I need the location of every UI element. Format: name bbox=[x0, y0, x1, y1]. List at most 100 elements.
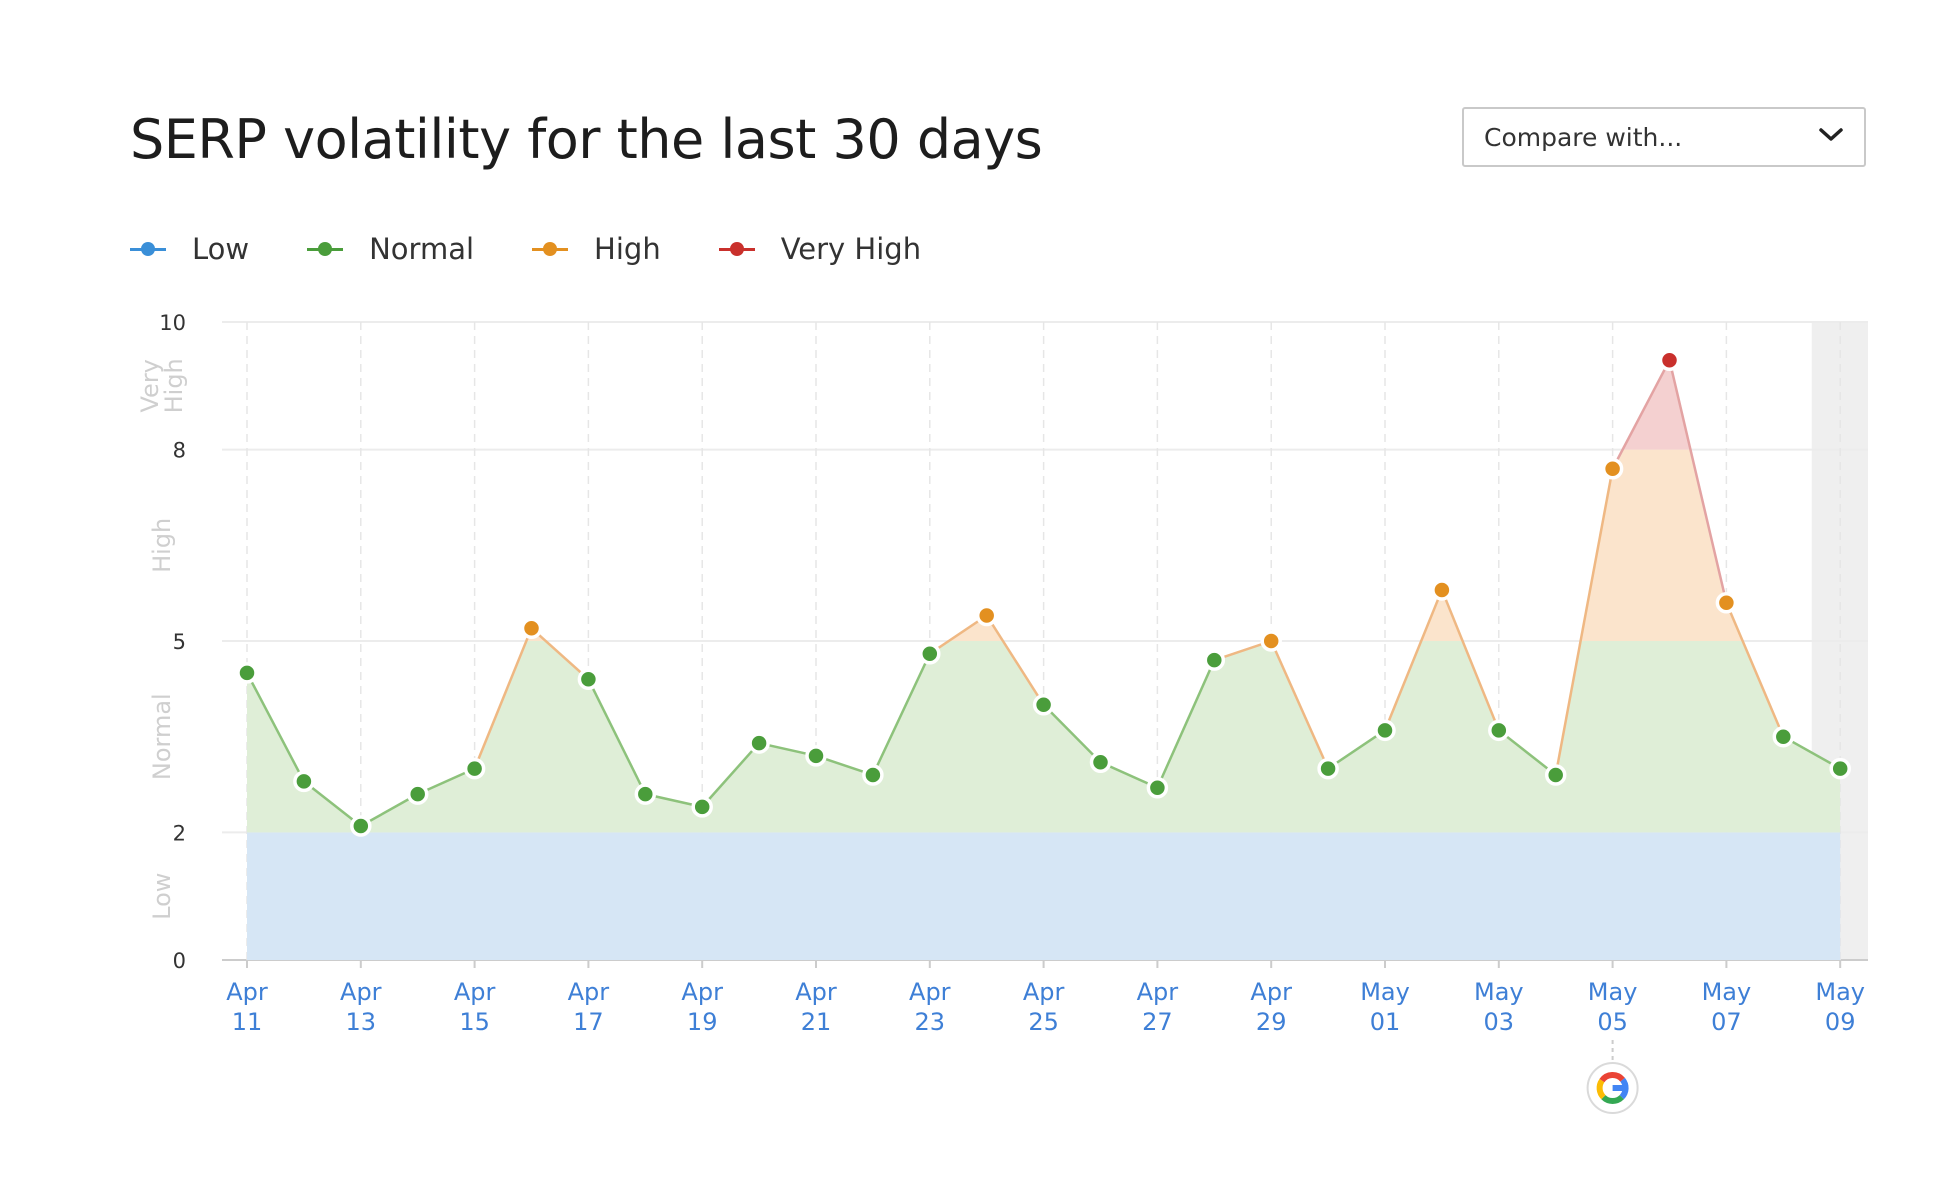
series-line-segment bbox=[360, 793, 419, 828]
x-tick-label: Apr bbox=[226, 978, 268, 1006]
legend-marker-very-high-icon bbox=[718, 242, 755, 256]
series-line-segment bbox=[1042, 703, 1102, 764]
y-band-label: High bbox=[148, 518, 176, 573]
series-line-segment bbox=[530, 627, 590, 681]
band-area-normal bbox=[247, 641, 1841, 833]
y-band-label: Very bbox=[136, 359, 164, 412]
x-tick-label: May bbox=[1360, 978, 1410, 1006]
legend-label-normal: Normal bbox=[369, 232, 475, 266]
y-band-label: Normal bbox=[148, 693, 176, 780]
y-tick-label: 5 bbox=[173, 630, 186, 654]
y-band-label: Low bbox=[148, 873, 176, 920]
legend-item-high[interactable]: High bbox=[532, 232, 661, 266]
x-tick-label: 21 bbox=[801, 1008, 832, 1036]
data-point bbox=[236, 662, 258, 684]
data-point bbox=[1431, 579, 1453, 601]
data-point bbox=[1829, 757, 1851, 780]
series-line-segment bbox=[303, 780, 362, 828]
legend-label-high: High bbox=[594, 232, 661, 266]
series-line-segment bbox=[1611, 359, 1671, 470]
data-point bbox=[1089, 751, 1112, 773]
x-tick-label: Apr bbox=[340, 978, 382, 1006]
series-line-segment bbox=[985, 614, 1045, 706]
x-tick-label: Apr bbox=[1137, 978, 1179, 1006]
x-tick-label: 29 bbox=[1256, 1008, 1287, 1036]
legend-label-very-high: Very High bbox=[780, 232, 922, 266]
x-tick-label: 25 bbox=[1028, 1008, 1059, 1036]
data-point bbox=[1715, 591, 1738, 614]
series-line-segment bbox=[1383, 589, 1444, 731]
series-line-segment bbox=[1440, 589, 1500, 731]
chart-title: SERP volatility for the last 30 days bbox=[130, 108, 1043, 171]
compare-with-dropdown[interactable]: Compare with... bbox=[1462, 107, 1866, 167]
data-point bbox=[520, 617, 543, 639]
data-point bbox=[1032, 694, 1055, 716]
x-tick-label: 15 bbox=[459, 1008, 490, 1036]
series-line-segment bbox=[1782, 735, 1841, 770]
google-icon[interactable] bbox=[1586, 1062, 1639, 1114]
x-tick-label: May bbox=[1815, 978, 1865, 1006]
x-tick-label: Apr bbox=[909, 978, 951, 1006]
series-line-segment bbox=[1725, 602, 1785, 738]
series-line-segment bbox=[1554, 468, 1614, 776]
y-tick-label: 0 bbox=[173, 949, 186, 973]
series-line-segment bbox=[701, 742, 761, 808]
data-point bbox=[293, 770, 315, 793]
y-tick-label: 10 bbox=[159, 311, 186, 335]
x-tick-label: May bbox=[1474, 978, 1524, 1006]
y-tick-label: 2 bbox=[173, 821, 186, 845]
x-tick-label: 01 bbox=[1370, 1008, 1401, 1036]
compare-with-label: Compare with... bbox=[1484, 122, 1683, 152]
data-point bbox=[1146, 776, 1169, 799]
data-point bbox=[1374, 719, 1396, 742]
data-point bbox=[975, 604, 998, 627]
series-line-segment bbox=[245, 672, 306, 782]
x-tick-label: 19 bbox=[687, 1008, 718, 1036]
x-tick-label: 09 bbox=[1825, 1008, 1856, 1036]
series-line-segment bbox=[1156, 659, 1216, 789]
x-tick-label: 13 bbox=[346, 1008, 377, 1036]
data-point bbox=[1260, 630, 1282, 652]
y-tick-label: 8 bbox=[173, 439, 186, 463]
series-line-segment bbox=[1270, 640, 1330, 770]
x-tick-label: May bbox=[1588, 978, 1638, 1006]
data-point bbox=[691, 796, 713, 818]
x-tick-label: 17 bbox=[573, 1008, 604, 1036]
series-line-segment bbox=[1498, 729, 1557, 776]
data-point bbox=[577, 668, 600, 691]
x-tick-label: 07 bbox=[1711, 1008, 1742, 1036]
x-tick-label: 05 bbox=[1597, 1008, 1628, 1036]
legend-marker-high-icon bbox=[532, 242, 569, 256]
x-tick-label: 03 bbox=[1484, 1008, 1515, 1036]
x-tick-label: 23 bbox=[915, 1008, 946, 1036]
x-tick-label: 27 bbox=[1142, 1008, 1173, 1036]
legend-item-very-high[interactable]: Very High bbox=[718, 232, 922, 266]
series-line-segment bbox=[1668, 359, 1728, 604]
data-point bbox=[805, 745, 827, 767]
legend-marker-low-icon bbox=[130, 242, 166, 256]
chart-legend: Low Normal High Very High bbox=[130, 232, 979, 266]
data-point bbox=[862, 764, 884, 786]
x-tick-label: Apr bbox=[795, 978, 837, 1006]
legend-item-low[interactable]: Low bbox=[130, 232, 249, 266]
series-line-segment bbox=[587, 678, 647, 795]
x-tick-label: Apr bbox=[454, 978, 496, 1006]
data-point bbox=[1544, 764, 1567, 786]
x-tick-label: Apr bbox=[1023, 978, 1065, 1006]
x-tick-label: Apr bbox=[568, 978, 610, 1006]
series-line-segment bbox=[929, 614, 988, 655]
band-area-low bbox=[247, 832, 1841, 960]
data-point bbox=[1488, 719, 1510, 742]
data-point bbox=[748, 732, 770, 754]
legend-label-low: Low bbox=[192, 232, 250, 266]
data-point bbox=[919, 643, 941, 665]
series-line-segment bbox=[473, 627, 533, 770]
data-point bbox=[1317, 757, 1339, 780]
series-line-segment bbox=[1327, 729, 1386, 770]
legend-item-normal[interactable]: Normal bbox=[307, 232, 474, 266]
x-tick-label: 11 bbox=[232, 1008, 263, 1036]
data-point bbox=[406, 783, 429, 805]
chevron-down-icon bbox=[1818, 127, 1844, 147]
x-tick-label: May bbox=[1702, 978, 1752, 1006]
